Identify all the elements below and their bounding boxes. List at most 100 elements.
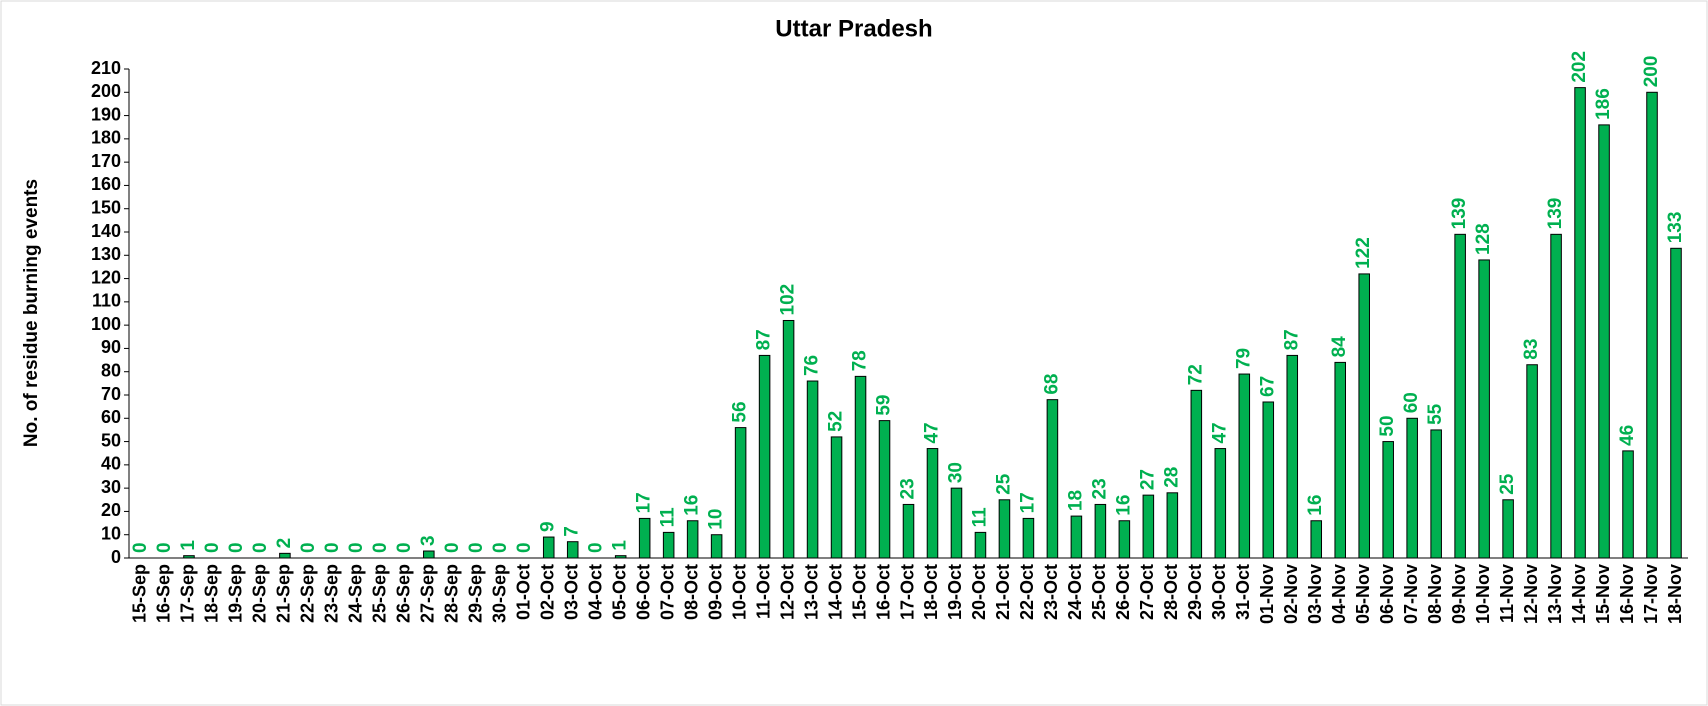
data-label: 11 xyxy=(658,507,679,528)
x-tick-label: 22-Oct xyxy=(1017,564,1037,620)
x-tick-label: 16-Nov xyxy=(1617,564,1637,624)
bar xyxy=(950,487,963,559)
x-tick-label: 12-Oct xyxy=(777,564,797,620)
bar xyxy=(710,534,723,559)
data-label: 68 xyxy=(1041,374,1062,395)
x-tick-label: 18-Oct xyxy=(921,564,941,620)
y-tick-label: 20 xyxy=(101,500,121,520)
bar xyxy=(1286,354,1299,559)
x-tick-label: 17-Sep xyxy=(178,564,198,623)
bar xyxy=(1190,389,1203,559)
bar xyxy=(1046,399,1059,559)
data-label: 79 xyxy=(1233,348,1254,369)
x-tick-label: 20-Oct xyxy=(969,564,989,620)
y-tick-label: 120 xyxy=(91,267,121,287)
x-tick-label: 19-Oct xyxy=(945,564,965,620)
x-tick-label: 01-Oct xyxy=(513,564,533,620)
x-tick-label: 09-Oct xyxy=(705,564,725,620)
x-tick-label: 23-Oct xyxy=(1041,564,1061,620)
x-tick-label: 15-Oct xyxy=(849,564,869,620)
bar xyxy=(998,499,1011,559)
y-tick-label: 130 xyxy=(91,244,121,264)
data-label: 59 xyxy=(874,394,895,415)
bar xyxy=(1334,361,1346,559)
bar xyxy=(1262,401,1275,559)
x-tick-label: 12-Nov xyxy=(1521,564,1541,624)
data-label: 84 xyxy=(1329,336,1350,358)
bar xyxy=(758,354,771,559)
x-tick-label: 16-Sep xyxy=(154,564,174,623)
data-label: 23 xyxy=(1089,478,1110,499)
data-label: 25 xyxy=(1497,473,1518,495)
x-tick-label: 27-Oct xyxy=(1137,564,1157,620)
x-tick-label: 10-Nov xyxy=(1473,564,1493,624)
data-label: 47 xyxy=(1209,422,1230,443)
x-tick-label: 11-Oct xyxy=(753,564,773,619)
bar xyxy=(1022,517,1035,559)
data-label: 0 xyxy=(346,542,367,553)
x-tick-label: 06-Nov xyxy=(1377,564,1397,624)
data-label: 16 xyxy=(682,495,703,516)
bar xyxy=(782,319,795,559)
x-tick-label: 07-Nov xyxy=(1401,564,1421,624)
data-label: 87 xyxy=(1281,329,1302,350)
data-label: 50 xyxy=(1377,415,1398,436)
data-label: 16 xyxy=(1305,495,1326,516)
y-tick-label: 150 xyxy=(91,197,121,217)
data-label: 23 xyxy=(898,478,919,499)
x-tick-label: 07-Oct xyxy=(657,564,677,620)
data-label: 78 xyxy=(850,350,871,371)
data-label: 0 xyxy=(322,542,343,553)
data-label: 55 xyxy=(1425,403,1446,425)
bar xyxy=(183,555,195,559)
y-tick-label: 10 xyxy=(101,523,121,543)
data-label: 30 xyxy=(945,462,966,483)
bar xyxy=(1310,520,1323,559)
bar xyxy=(878,420,891,559)
bar xyxy=(854,375,867,559)
bar xyxy=(902,503,915,559)
data-label: 0 xyxy=(226,542,247,553)
data-label: 0 xyxy=(442,542,463,553)
data-label: 72 xyxy=(1185,364,1206,385)
bar xyxy=(1574,87,1586,559)
x-tick-label: 26-Sep xyxy=(394,564,414,623)
x-tick-label: 18-Nov xyxy=(1665,564,1685,624)
x-tick-label: 19-Sep xyxy=(226,564,246,623)
y-tick-label: 30 xyxy=(101,477,121,497)
bar xyxy=(1622,450,1634,559)
chart-title: Uttar Pradesh xyxy=(775,15,932,42)
data-label: 0 xyxy=(250,542,271,553)
x-tick-label: 24-Oct xyxy=(1065,564,1085,620)
bar xyxy=(1142,494,1155,559)
bar xyxy=(926,448,939,559)
y-tick-label: 80 xyxy=(101,360,121,380)
y-tick-label: 160 xyxy=(91,174,121,194)
x-tick-label: 05-Oct xyxy=(609,564,629,620)
data-label: 0 xyxy=(298,542,319,553)
x-tick-label: 04-Nov xyxy=(1329,564,1349,624)
bar xyxy=(1406,417,1418,559)
x-tick-label: 13-Oct xyxy=(801,564,821,620)
x-tick-label: 15-Nov xyxy=(1593,564,1613,624)
x-tick-label: 13-Nov xyxy=(1545,564,1565,624)
bar xyxy=(1358,273,1370,559)
data-label: 139 xyxy=(1545,198,1566,230)
data-label: 0 xyxy=(370,542,391,553)
y-tick-label: 170 xyxy=(91,151,121,171)
x-tick-label: 31-Oct xyxy=(1233,564,1253,620)
data-label: 25 xyxy=(993,473,1014,495)
bar xyxy=(542,536,555,559)
bar xyxy=(1550,233,1562,559)
bar xyxy=(638,517,651,559)
data-label: 9 xyxy=(538,521,559,532)
y-tick-label: 110 xyxy=(92,291,121,311)
x-tick-label: 22-Sep xyxy=(298,564,318,623)
x-tick-label: 25-Oct xyxy=(1089,564,1109,620)
x-tick-label: 25-Sep xyxy=(370,564,390,623)
x-tick-label: 29-Oct xyxy=(1185,564,1205,620)
data-label: 17 xyxy=(634,492,655,513)
x-tick-label: 01-Nov xyxy=(1257,564,1277,624)
x-tick-label: 04-Oct xyxy=(585,564,605,620)
